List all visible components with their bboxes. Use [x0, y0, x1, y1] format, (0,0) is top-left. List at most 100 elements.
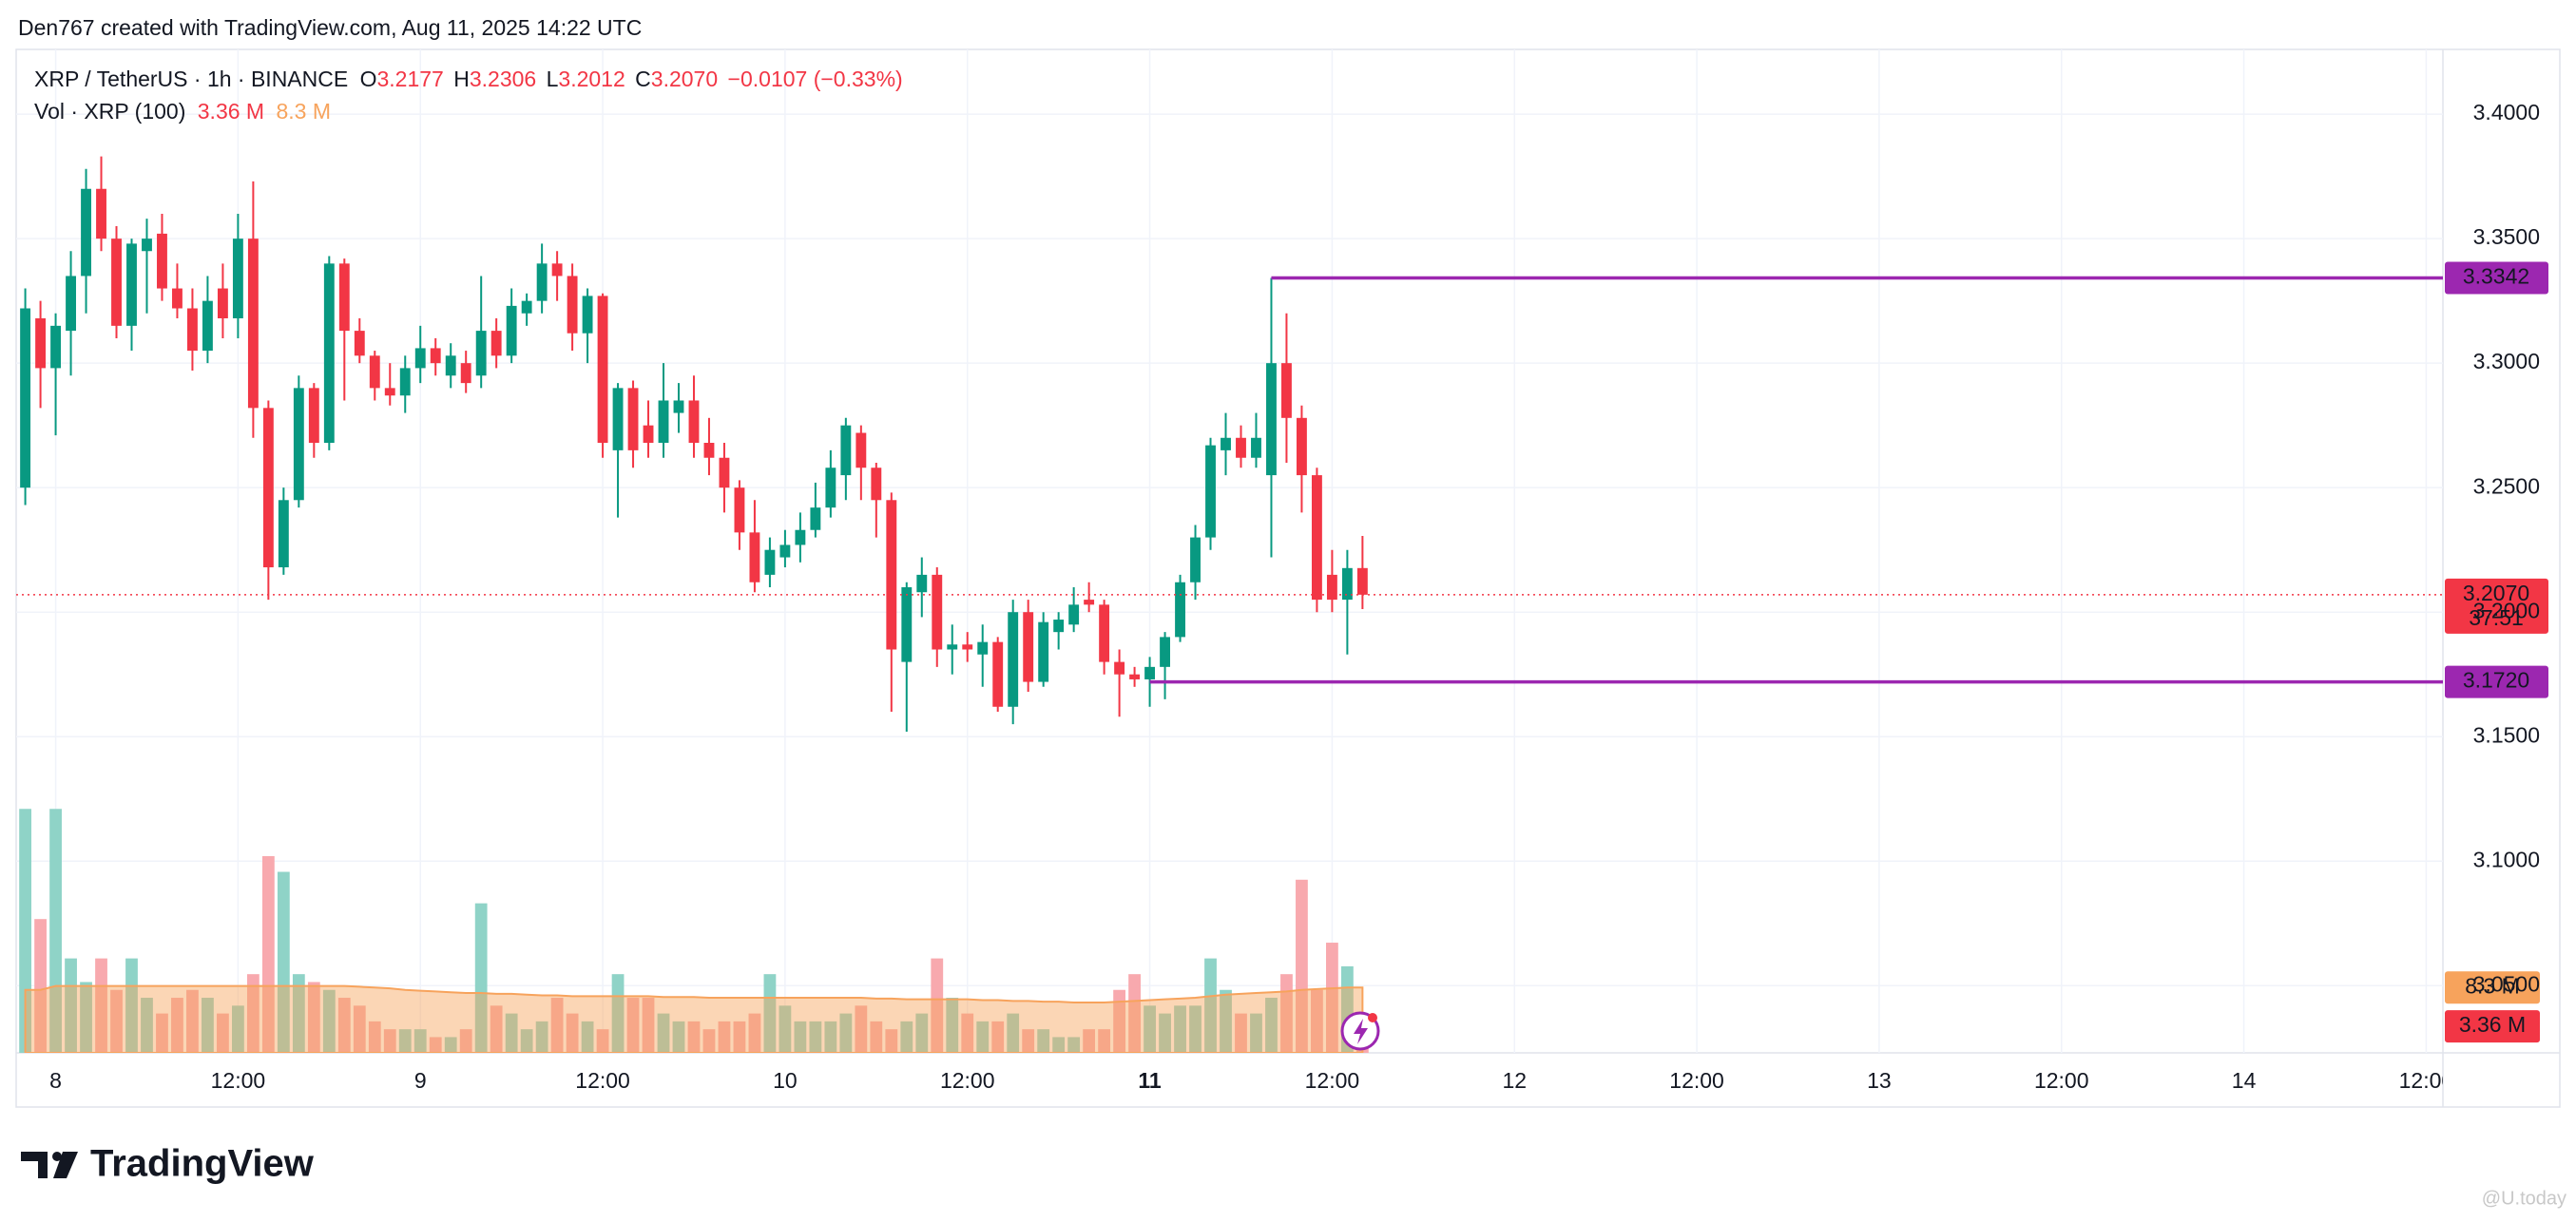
volume-bar	[1007, 1013, 1020, 1053]
candle-body	[460, 363, 471, 384]
volume-ma-value: 8.3 M	[276, 99, 331, 124]
volume-bar	[322, 989, 336, 1053]
candle-body	[612, 388, 624, 450]
volume-bar	[141, 998, 153, 1053]
x-tick-label: 12:00	[1669, 1068, 1724, 1093]
candle-body	[673, 400, 684, 413]
legend-o: O	[360, 67, 377, 91]
volume-bar	[1204, 958, 1217, 1053]
candle-body	[1236, 437, 1246, 458]
candle-body	[795, 529, 806, 545]
candle-body	[1129, 674, 1141, 679]
volume-bar	[535, 1021, 548, 1053]
candle-body	[1221, 437, 1231, 450]
candle-body	[1038, 621, 1049, 682]
volume-bar	[1067, 1037, 1081, 1053]
volume-bar	[1098, 1029, 1111, 1053]
candle-body	[749, 532, 760, 582]
volume-bar	[1022, 1029, 1035, 1053]
candle-body	[855, 432, 867, 468]
volume-bar	[49, 809, 62, 1053]
volume-bar	[809, 1021, 822, 1053]
volume-bar	[566, 1013, 579, 1053]
y-tick-label: 3.0500	[2473, 971, 2540, 996]
volume-bar	[307, 982, 320, 1053]
candle-body	[142, 239, 152, 252]
x-tick-label: 12	[1502, 1068, 1527, 1093]
volume-bar	[1311, 989, 1323, 1053]
candle-body	[323, 263, 335, 444]
candle-body	[247, 239, 259, 409]
volume-bar	[217, 1013, 229, 1053]
volume-bar	[125, 958, 138, 1053]
y-tick-label: 3.2500	[2473, 473, 2540, 498]
candle-body	[81, 188, 91, 277]
candle-body	[490, 331, 502, 356]
volume-bar	[1326, 943, 1338, 1053]
candle-body	[947, 644, 958, 650]
candle-body	[932, 574, 943, 650]
volume-bar	[232, 1005, 244, 1053]
volume-bar	[1159, 1013, 1171, 1053]
candle-body	[825, 468, 836, 508]
candle-body	[1084, 600, 1095, 605]
time-axis: 8 12:00 9 12:00 10 12:00 11 12:00 12 12:00 13 12:00…	[49, 1068, 2443, 1093]
volume-bar	[1037, 1029, 1050, 1053]
volume-bar	[292, 974, 305, 1053]
volume-bar	[779, 1005, 792, 1053]
candle-body	[871, 468, 882, 501]
frame	[15, 48, 2561, 1108]
candle-body	[1296, 417, 1307, 476]
volume-value: 3.36 M	[198, 99, 264, 124]
level-label: 3.3342	[2463, 264, 2529, 289]
y-tick-label: 3.3500	[2473, 224, 2540, 249]
candle-body	[35, 317, 47, 369]
candle-body	[1114, 661, 1125, 675]
candle-body	[430, 348, 441, 364]
candle-body	[414, 348, 426, 369]
logo-mark-2	[52, 1152, 62, 1161]
volume-bar	[991, 1021, 1005, 1053]
candle-body	[779, 544, 791, 558]
candle-body	[20, 308, 31, 488]
candle-body	[719, 457, 730, 488]
candle-body	[354, 331, 365, 356]
legend-l: L	[547, 67, 559, 91]
volume-bar	[870, 1021, 883, 1053]
x-tick-label: 9	[414, 1068, 427, 1093]
volume-bar	[1280, 974, 1293, 1053]
candle-body	[1281, 363, 1292, 418]
legend-c: C	[635, 67, 651, 91]
volume-bar	[763, 974, 777, 1053]
logo-mark-1	[21, 1152, 48, 1178]
candle-body	[1023, 612, 1034, 682]
brand-logo[interactable]: TradingView	[21, 1143, 315, 1185]
volume-bar	[34, 919, 47, 1053]
candle-body	[293, 388, 304, 501]
y-tick-label: 3.4000	[2473, 100, 2540, 124]
volume-bar	[961, 1013, 974, 1053]
icon-dot	[1368, 1013, 1377, 1022]
candle-body	[1099, 604, 1110, 662]
candle-body	[886, 500, 897, 650]
x-tick-label: 13	[1867, 1068, 1892, 1093]
volume-bar	[915, 1013, 929, 1053]
volume-bar	[672, 1021, 685, 1053]
volume-bar	[353, 1005, 366, 1053]
volume-bar	[702, 1029, 716, 1053]
last-price-label: 3.2070	[2463, 581, 2529, 605]
x-tick-label: 12:00	[2034, 1068, 2089, 1093]
candle-body	[475, 331, 487, 376]
lightning-icon[interactable]	[1340, 1011, 1380, 1051]
legend-close: 3.2070	[651, 67, 718, 91]
candle-body	[582, 296, 593, 334]
volume-bar	[794, 1021, 807, 1053]
volume-bar	[261, 855, 275, 1053]
volume-bar	[186, 989, 199, 1053]
candle-body	[688, 400, 700, 444]
volume-bar	[368, 1021, 381, 1053]
candle-body	[506, 305, 517, 356]
volume-bar	[976, 1021, 990, 1053]
volume-bar	[657, 1013, 670, 1053]
candle-body	[764, 549, 776, 575]
